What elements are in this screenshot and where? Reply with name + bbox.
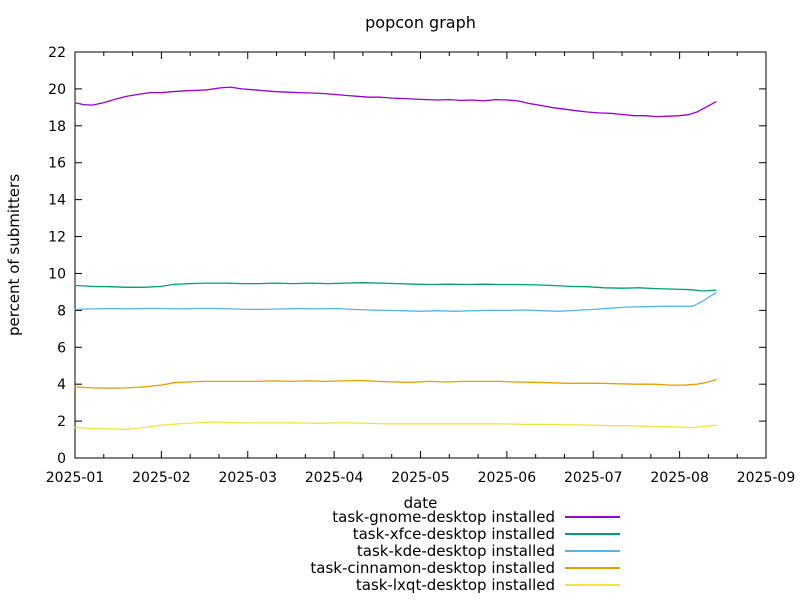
y-tick-label: 0 (57, 451, 66, 467)
series-line-task-cinnamon-desktop (74, 378, 717, 389)
x-tick-label: 2025-02 (132, 470, 191, 486)
legend-label: task-cinnamon-desktop installed (310, 558, 555, 577)
y-tick-label: 20 (48, 82, 66, 98)
legend-label: task-gnome-desktop installed (332, 507, 555, 526)
legend-item-task-gnome-desktop: task-gnome-desktop installed (310, 507, 620, 526)
y-tick-label: 22 (48, 45, 66, 61)
series-line-task-kde-desktop (74, 292, 717, 312)
series-line-task-lxqt-desktop (74, 421, 717, 431)
series-line-task-xfce-desktop (74, 282, 717, 292)
legend-item-task-cinnamon-desktop: task-cinnamon-desktop installed (310, 558, 620, 577)
legend-line-swatch (565, 532, 620, 535)
plot-border (74, 51, 767, 459)
y-tick-label: 18 (48, 119, 66, 135)
legend-label: task-xfce-desktop installed (352, 524, 555, 543)
legend-item-task-kde-desktop: task-kde-desktop installed (310, 541, 620, 560)
legend-line-swatch (565, 566, 620, 569)
x-tick-label: 2025-03 (219, 470, 278, 486)
x-tick-label: 2025-04 (305, 470, 364, 486)
y-tick-label: 10 (48, 266, 66, 282)
y-tick-label: 8 (57, 303, 66, 319)
legend-label: task-lxqt-desktop installed (355, 575, 555, 594)
x-tick-label: 2025-01 (46, 470, 105, 486)
y-tick-label: 16 (48, 156, 66, 172)
legend-line-swatch (565, 549, 620, 552)
x-tick-label: 2025-05 (391, 470, 450, 486)
x-axis-label: date (403, 494, 438, 512)
series-line-task-gnome-desktop (74, 86, 717, 118)
legend-label: task-kde-desktop installed (356, 541, 555, 560)
legend-line-swatch (565, 583, 620, 586)
legend-line-swatch (565, 515, 620, 518)
y-tick-label: 4 (57, 377, 66, 393)
legend-item-task-lxqt-desktop: task-lxqt-desktop installed (310, 575, 620, 594)
legend-item-task-xfce-desktop: task-xfce-desktop installed (310, 524, 620, 543)
y-tick-label: 14 (48, 193, 66, 209)
x-tick-label: 2025-08 (650, 470, 709, 486)
y-tick-label: 6 (57, 340, 66, 356)
y-tick-label: 2 (57, 414, 66, 430)
chart-title: popcon graph (365, 13, 476, 32)
legend: task-gnome-desktop installed task-xfce-de… (310, 507, 620, 594)
x-tick-label: 2025-07 (564, 470, 623, 486)
x-tick-label: 2025-09 (737, 470, 796, 486)
x-tick-label: 2025-06 (478, 470, 537, 486)
y-tick-label: 12 (48, 230, 66, 246)
